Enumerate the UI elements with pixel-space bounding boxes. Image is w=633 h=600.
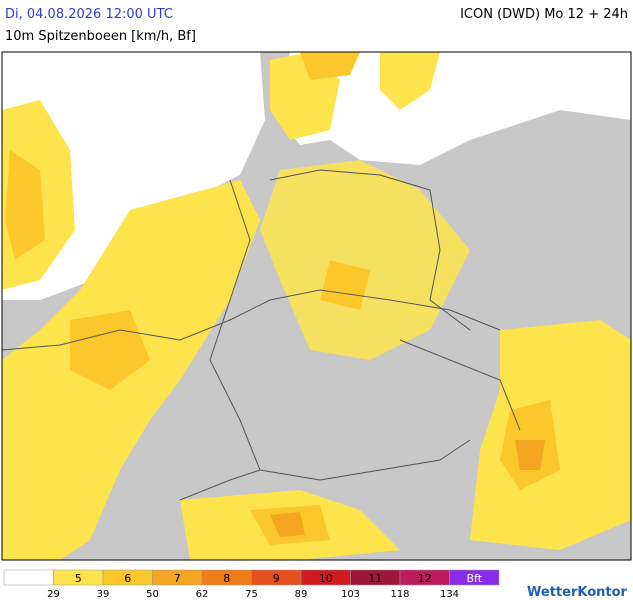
legend-threshold: 50	[146, 589, 159, 600]
legend-threshold: 62	[196, 589, 209, 600]
map	[1, 51, 632, 561]
legend-threshold: 118	[390, 589, 409, 600]
legend-threshold: 75	[245, 589, 258, 600]
legend-swatch	[449, 569, 500, 586]
legend-label: 7	[174, 572, 181, 585]
legend-label: Bft	[466, 572, 482, 585]
legend-threshold: 89	[295, 589, 308, 600]
legend-label: 12	[418, 572, 432, 585]
legend-threshold: 39	[97, 589, 110, 600]
legend-threshold: 134	[440, 589, 459, 600]
legend-label: 6	[124, 572, 131, 585]
title: Di, 04.08.2026 12:00 UTC	[5, 7, 173, 22]
model-info: ICON (DWD) Mo 12 + 24h	[460, 7, 628, 22]
legend-threshold: 103	[341, 589, 360, 600]
legend-label: 10	[319, 572, 333, 585]
legend-label: 11	[368, 572, 382, 585]
legend-label: 8	[223, 572, 230, 585]
legend-label: 5	[75, 572, 82, 585]
legend-label: 9	[273, 572, 280, 585]
legend-swatch	[3, 569, 54, 586]
legend-threshold: 29	[47, 589, 60, 600]
subtitle: 10m Spitzenboeen [km/h, Bf]	[5, 29, 196, 44]
logo: WetterKontor	[527, 585, 628, 600]
